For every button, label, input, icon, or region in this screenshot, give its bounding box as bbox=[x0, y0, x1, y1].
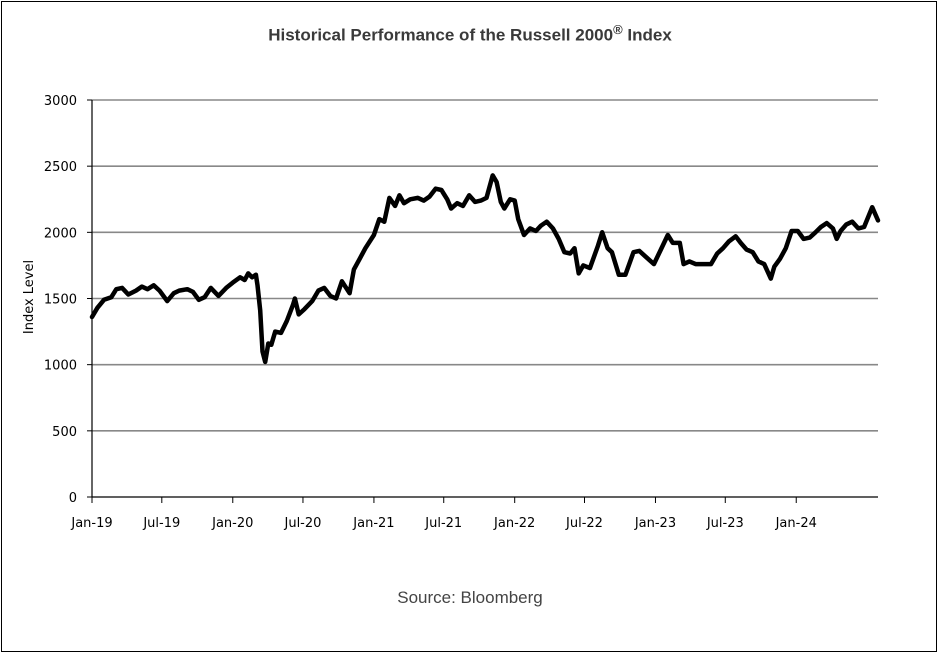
y-tick-label: 0 bbox=[69, 491, 77, 506]
grid-lines bbox=[92, 99, 878, 432]
y-tick-label: 2000 bbox=[44, 226, 77, 241]
x-tick-label: Jan-20 bbox=[211, 516, 253, 531]
chart-title: Historical Performance of the Russell 20… bbox=[0, 22, 940, 46]
x-tick-label: Jan-19 bbox=[70, 516, 112, 531]
y-tick-label: 500 bbox=[52, 425, 77, 440]
chart-title-suffix: Index bbox=[622, 25, 672, 45]
x-axis-ticks: Jan-19 Jul-19 Jan-20 Jul-20 Jan-21 Jul-21 Jan-… bbox=[70, 497, 817, 531]
y-tick-label: 1000 bbox=[44, 359, 77, 374]
x-tick-label: Jul-21 bbox=[424, 516, 462, 531]
x-tick-label: Jul-20 bbox=[284, 516, 322, 531]
series-layer bbox=[89, 173, 881, 365]
x-tick-label: Jul-22 bbox=[565, 516, 603, 531]
x-tick-label: Jul-23 bbox=[706, 516, 744, 531]
y-axis-label: Index Level bbox=[22, 260, 37, 334]
y-axis-ticks: 0 500 1000 1500 2000 2500 3000 bbox=[44, 94, 92, 506]
source-note: Source: Bloomberg bbox=[397, 588, 543, 607]
y-tick-label: 3000 bbox=[44, 94, 77, 109]
x-tick-label: Jan-24 bbox=[775, 516, 817, 531]
chart-title-main: Historical Performance of the Russell 20… bbox=[268, 25, 614, 45]
x-tick-label: Jan-22 bbox=[493, 516, 535, 531]
x-tick-label: Jul-19 bbox=[142, 516, 180, 531]
y-tick-label: 2500 bbox=[44, 160, 77, 175]
registered-mark: ® bbox=[613, 22, 623, 37]
x-tick-label: Jan-23 bbox=[634, 516, 676, 531]
y-tick-label: 1500 bbox=[44, 293, 77, 308]
x-tick-label: Jan-21 bbox=[352, 516, 394, 531]
series-line bbox=[89, 173, 881, 365]
